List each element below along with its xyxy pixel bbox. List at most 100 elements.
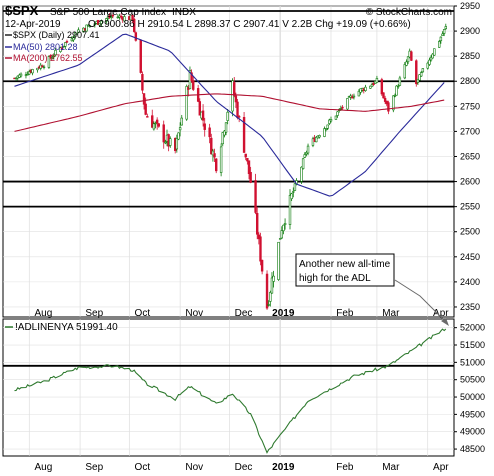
ytick-price-label: 2950 (460, 1, 480, 11)
candle-body (236, 101, 239, 119)
candle-body (326, 124, 329, 129)
candle-body (215, 158, 218, 172)
ytick-price-label: 2400 (460, 277, 480, 287)
ytick-adl-label: 51000 (460, 357, 485, 367)
candle-body (405, 61, 408, 66)
candle-body (234, 95, 238, 103)
candle-body (438, 41, 441, 48)
watermark: © StockCharts.com (366, 7, 452, 18)
candle-body (426, 62, 429, 69)
candle-body (93, 23, 97, 26)
candle-body (64, 42, 67, 47)
candle-body (418, 74, 421, 81)
candle-body (154, 122, 157, 125)
axis-ticks: 2350 2400 2450 2500 2550 2600 2650 2700 2750 2800… (35, 1, 486, 473)
candle-body (28, 71, 31, 75)
candle-body (72, 37, 75, 41)
candle-body (198, 101, 201, 116)
candle-body (341, 106, 344, 109)
ytick-price-label: 2650 (460, 151, 480, 161)
candle-body (328, 119, 331, 124)
candle-body (346, 98, 349, 110)
candle-body (315, 136, 318, 143)
moving-averages (14, 33, 445, 197)
candle-body (85, 24, 88, 32)
candle-body (203, 123, 206, 130)
candle-body (254, 180, 257, 213)
candle-body (244, 153, 247, 158)
candle-body (175, 138, 179, 150)
candle-body (421, 68, 425, 73)
candle-body (42, 66, 46, 69)
candle-body (213, 153, 216, 158)
ytick-price-label: 2750 (460, 101, 480, 111)
candle-body (403, 64, 406, 79)
adl-label: !ADLINENYA 51991.40 (15, 322, 118, 333)
candle-body (410, 51, 413, 61)
candle-body (303, 154, 306, 158)
annotation-line1: Another new all-time (299, 259, 391, 270)
candle-body (324, 128, 328, 130)
xtick-adl-label: 2019 (272, 462, 295, 473)
candle-body (382, 92, 385, 99)
candle-body (292, 191, 295, 193)
candle-body (152, 123, 156, 130)
candle-body (169, 138, 172, 146)
candle-body (383, 97, 387, 102)
candle-body (306, 145, 310, 154)
candle-body (50, 57, 54, 60)
candle-body (351, 96, 354, 99)
candle-body (395, 85, 398, 96)
xtick-adl-label: Feb (336, 462, 354, 473)
candle-body (96, 19, 100, 25)
candle-body (398, 77, 402, 86)
candle-body (211, 150, 215, 156)
candle-body (247, 160, 251, 174)
candle-body (339, 108, 343, 110)
xtick-price-label: Sep (85, 308, 103, 319)
ma200-line (14, 93, 445, 132)
candle-body (444, 26, 447, 30)
ma50-line (14, 33, 445, 197)
ytick-price-label: 2850 (460, 51, 480, 61)
candle-body (237, 116, 241, 118)
candle-body (269, 292, 272, 302)
candle-body (192, 80, 195, 90)
candle-body (75, 33, 79, 35)
xtick-price-label: Nov (185, 308, 203, 319)
candle-body (133, 18, 136, 32)
ytick-adl-label: 50500 (460, 375, 485, 385)
candle-body (180, 117, 183, 126)
candle-body (224, 122, 228, 133)
candle-body (323, 128, 326, 137)
ytick-price-label: 2500 (460, 227, 480, 237)
exchange: INDX (172, 7, 196, 18)
candle-body (311, 138, 315, 146)
candle-body (416, 78, 420, 83)
candle-body (441, 33, 444, 36)
candle-body (162, 124, 165, 143)
candle-body (52, 55, 56, 57)
xtick-adl-label: Mar (382, 462, 400, 473)
candle-body (249, 171, 252, 183)
candle-body (98, 22, 101, 26)
candle-body (397, 85, 400, 88)
candle-body (282, 224, 285, 232)
candle-body (26, 73, 29, 76)
ytick-price-label: 2600 (460, 177, 480, 187)
legend-price: $SPX (Daily) 2907.41 (13, 30, 100, 40)
candle-body (442, 29, 446, 34)
xtick-adl-label: Nov (185, 462, 203, 473)
xtick-price-label: Apr (433, 308, 449, 319)
candle-body (47, 56, 51, 68)
ytick-price-label: 2550 (460, 202, 480, 212)
candle-body (231, 80, 234, 112)
candle-body (59, 47, 62, 52)
candle-body (77, 29, 80, 34)
xtick-adl-label: Apr (433, 462, 449, 473)
xtick-price-label: Mar (382, 308, 400, 319)
candle-body (134, 32, 138, 41)
candle-body (139, 39, 142, 73)
candle-body (144, 103, 147, 115)
